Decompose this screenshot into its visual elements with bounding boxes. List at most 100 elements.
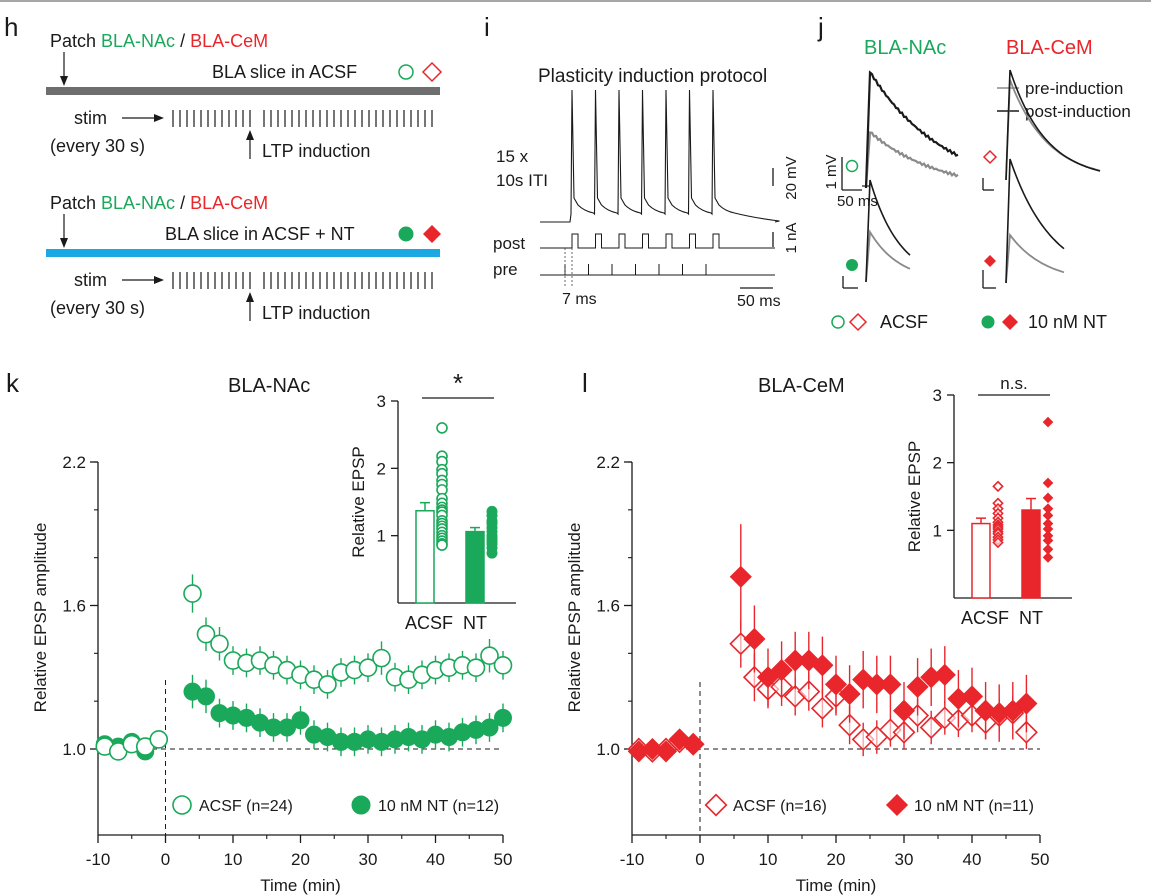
legend-marker xyxy=(172,795,192,815)
nac-acsf-post-trace xyxy=(864,70,959,189)
legend-open-diamond xyxy=(848,312,868,332)
epsp-traces xyxy=(841,69,1101,289)
slice-bar xyxy=(46,249,440,257)
data-point xyxy=(810,696,834,720)
slice-bar xyxy=(46,87,440,95)
filled-diamond-marker xyxy=(423,225,441,243)
mv-scale-label-j: 1 mV xyxy=(823,154,840,189)
x-tick-label: 40 xyxy=(963,850,982,869)
mv-scale-label: 20 mV xyxy=(783,156,800,199)
panel-letter-k: k xyxy=(6,368,20,398)
post-current-trace xyxy=(540,233,775,249)
inset-y-tick-label: 2 xyxy=(933,454,942,473)
panel-letter-h: h xyxy=(4,12,18,42)
col-title-cem: BLA-CeM xyxy=(1006,37,1093,59)
open-circle-marker xyxy=(398,64,414,80)
slice-label: BLA slice in ACSF + NT xyxy=(165,224,355,244)
data-point xyxy=(291,711,310,730)
legend-label: 10 nM NT (n=12) xyxy=(378,798,499,815)
data-point xyxy=(210,634,229,654)
data-point xyxy=(974,699,997,722)
data-point xyxy=(149,730,169,749)
inset-category-label: NT xyxy=(463,613,487,633)
time-scale-label: 50 ms xyxy=(737,293,781,310)
pre-label: pre xyxy=(493,260,518,279)
x-tick-label: -10 xyxy=(86,850,111,869)
x-tick-label: 30 xyxy=(359,850,378,869)
data-point xyxy=(933,663,956,686)
legend-open-circle xyxy=(831,315,845,329)
x-tick-label: 0 xyxy=(161,850,170,869)
panel-j: j BLA-NAc BLA-CeM pre-induction post-ind… xyxy=(817,12,1131,332)
patch-prefix: Patch xyxy=(50,193,101,213)
cem-acsf-post-trace xyxy=(1005,69,1101,181)
data-point xyxy=(480,718,499,737)
inset-point xyxy=(436,422,448,434)
reps-line-1: 15 x xyxy=(496,147,529,166)
patch-arrow-head xyxy=(60,76,68,86)
data-point xyxy=(196,624,216,644)
x-tick-label: 50 xyxy=(1031,850,1050,869)
chart-title: BLA-NAc xyxy=(228,375,310,397)
y-axis-label: Relative EPSP amplitude xyxy=(565,523,584,713)
y-tick-label: 1.6 xyxy=(596,597,620,616)
data-point xyxy=(838,713,862,737)
stim-arrow-head xyxy=(154,114,164,122)
nac-nt-marker xyxy=(846,259,858,271)
inset-point xyxy=(1042,416,1054,428)
x-tick-label: 50 xyxy=(494,850,513,869)
panel-k: k BLA-NAc 1.0 1.6 2.2 Relative EPSP amplitud… xyxy=(6,368,516,895)
inset-bar-nt xyxy=(1021,509,1041,599)
col-title-nac: BLA-NAc xyxy=(864,37,946,59)
patch-prefix: Patch xyxy=(50,31,101,51)
series-nt xyxy=(627,524,1038,763)
data-point xyxy=(1015,692,1038,715)
nac-acsf-pre-trace xyxy=(864,131,959,189)
inset-bar-acsf xyxy=(971,522,991,599)
inset-point xyxy=(1042,477,1054,489)
nac-nt-post-trace xyxy=(865,179,911,283)
patch-arrow-head xyxy=(60,238,68,248)
legend-pre: pre-induction xyxy=(1025,79,1123,98)
voltage-trace xyxy=(540,89,780,223)
data-point xyxy=(838,682,861,706)
legend-filled-diamond xyxy=(1002,314,1018,330)
legend-label: ACSF (n=24) xyxy=(199,798,293,815)
stim-ticks xyxy=(172,272,433,289)
data-point xyxy=(811,654,834,677)
data-point xyxy=(729,565,752,588)
patch-text: Patch BLA-NAc / BLA-CeM xyxy=(50,31,268,51)
panel-i: i Plasticity induction protocol 15 x 10s… xyxy=(484,12,800,310)
ltp-arrow-head xyxy=(246,130,254,140)
slice-label: BLA slice in ACSF xyxy=(212,62,357,82)
inset-category-label: ACSF xyxy=(405,613,453,633)
inset-category-label: NT xyxy=(1019,608,1043,628)
inset-bar-acsf xyxy=(415,510,435,604)
inset-y-tick-label: 1 xyxy=(377,527,386,546)
inset-y-label: Relative EPSP xyxy=(349,446,368,558)
data-point xyxy=(654,740,678,763)
open-diamond-marker xyxy=(421,61,443,83)
x-tick-label: 10 xyxy=(224,850,243,869)
data-point xyxy=(906,675,929,698)
inset-y-tick-label: 3 xyxy=(933,386,942,405)
ms-scale-label-j: 50 ms xyxy=(837,193,878,210)
series-acsf xyxy=(95,574,513,761)
x-tick-label: 10 xyxy=(759,850,778,869)
y-tick-label: 2.2 xyxy=(62,453,86,472)
inset-y-tick-label: 1 xyxy=(933,521,942,540)
data-point xyxy=(641,737,664,761)
data-point xyxy=(494,708,512,727)
legend-label: ACSF (n=16) xyxy=(733,798,827,815)
data-point xyxy=(879,673,902,696)
every-label: (every 30 s) xyxy=(50,298,145,318)
protocol-row-acsf: Patch BLA-NAc / BLA-CeM BLA slice in ACSF… xyxy=(46,31,443,161)
data-point xyxy=(197,687,215,706)
data-point xyxy=(372,648,391,668)
ltp-arrow-head xyxy=(246,292,254,302)
y-tick-label: 1.0 xyxy=(596,740,620,759)
data-point xyxy=(743,627,766,651)
nac-nt-pre-trace xyxy=(865,229,911,283)
data-point xyxy=(960,685,984,708)
